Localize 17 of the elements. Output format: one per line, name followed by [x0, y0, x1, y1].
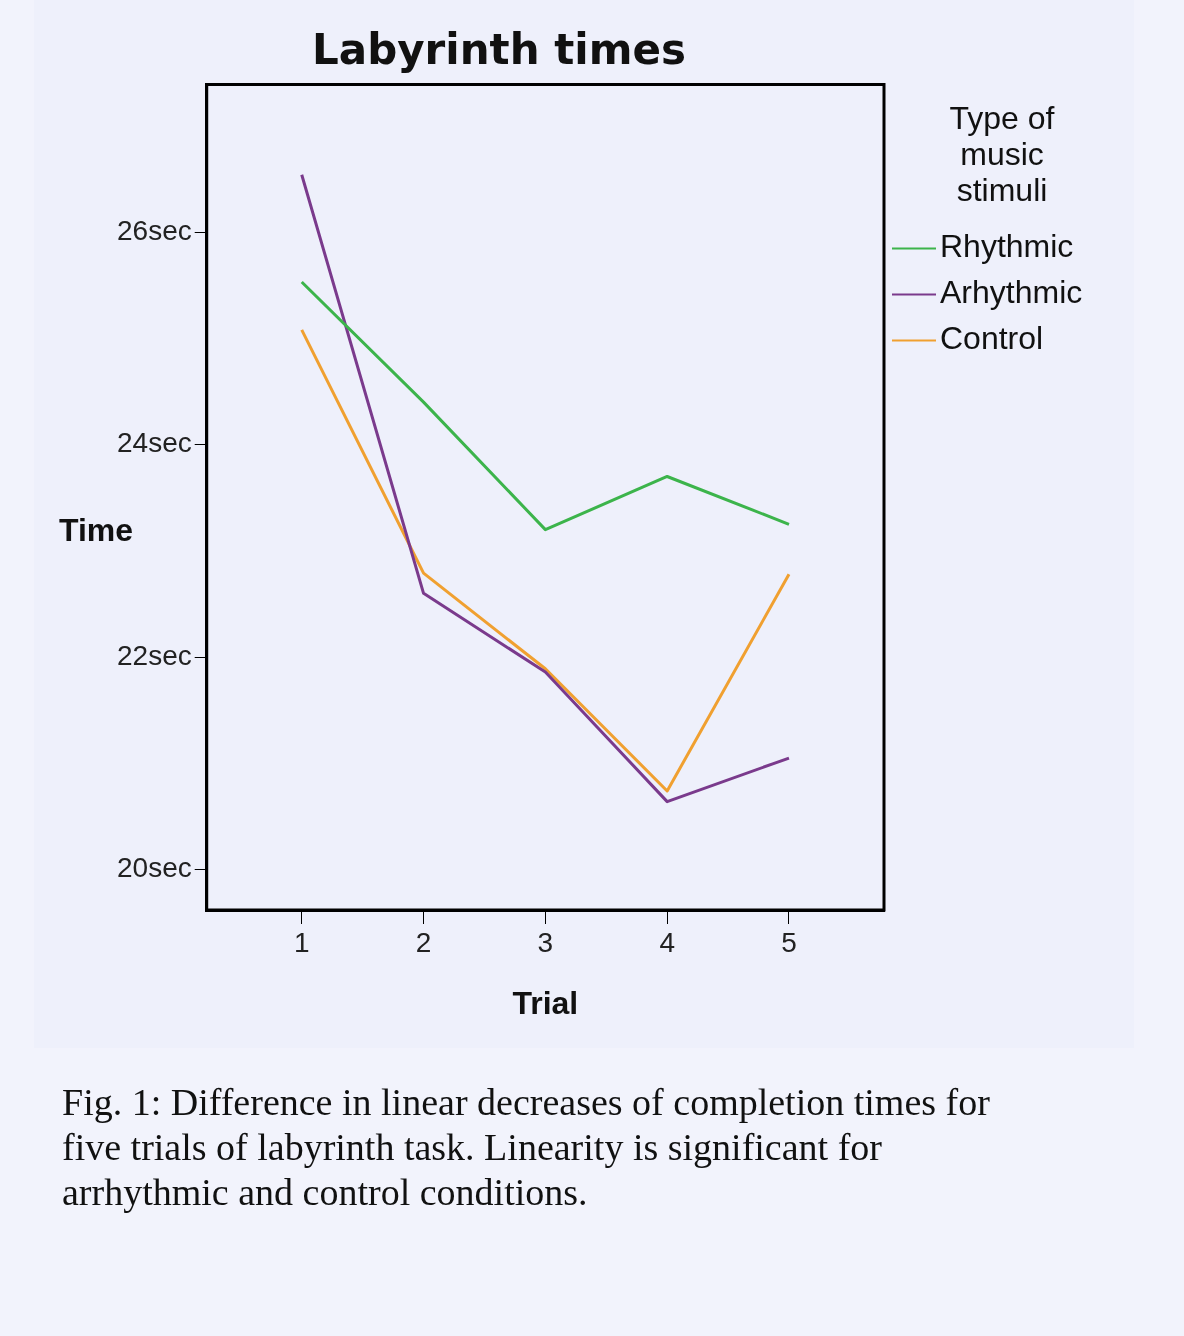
x-tick-label: 3	[537, 926, 554, 958]
x-tick-label: 5	[781, 926, 797, 958]
x-tick-label: 4	[659, 926, 675, 958]
y-axis-title: Time	[58, 512, 134, 549]
y-tick-label: 26sec	[117, 214, 192, 246]
legend-label: Rhythmic	[940, 228, 1074, 265]
legend-label: Control	[940, 320, 1044, 357]
x-tick-label: 1	[293, 926, 310, 958]
x-tick-label: 2	[415, 926, 432, 958]
chart-title: Labyrinth times	[312, 25, 686, 75]
y-tick-label: 20sec	[117, 852, 192, 884]
caption: Fig. 1: Difference in linear decreases of completion times for five trials of labyrinth task. Linearity is significant for arrhythmic and control conditions.	[62, 1080, 991, 1215]
legend-title: Type of music stimuli	[949, 100, 1055, 209]
legend-label: Arhythmic	[940, 274, 1083, 311]
y-tick-label: 22sec	[117, 639, 192, 671]
y-tick-label: 24sec	[117, 427, 192, 459]
x-axis-title: Trial	[512, 984, 579, 1021]
